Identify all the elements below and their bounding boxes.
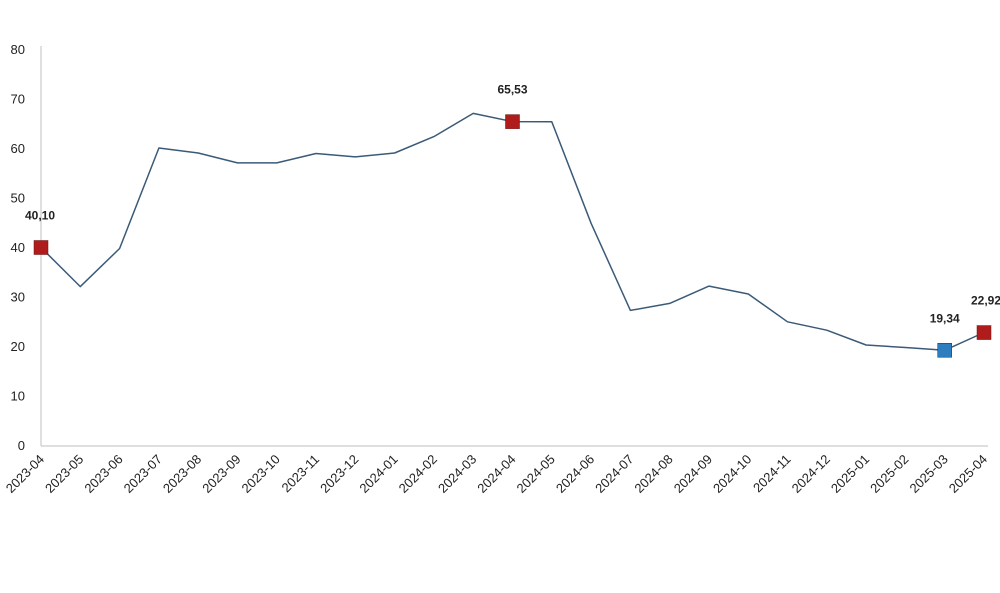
data-label: 19,34 [930,311,960,325]
y-tick-label: 20 [11,339,25,354]
x-tick-label: 2024-07 [592,452,636,496]
series-line [40,112,985,352]
y-axis: 0 10 20 30 40 50 60 70 80 [11,42,42,453]
data-label: 22,92 [971,294,1000,308]
x-tick-label: 2025-04 [946,452,990,496]
x-tick-label: 2023-06 [81,452,125,496]
y-tick-label: 50 [11,191,25,206]
x-tick-label: 2024-10 [710,452,754,496]
y-tick-label: 60 [11,141,25,156]
x-tick-label: 2025-03 [906,452,950,496]
x-tick-label: 2023-05 [42,452,86,496]
y-tick-label: 70 [11,92,25,107]
x-tick-label: 2025-01 [828,452,872,496]
data-marker [505,114,520,129]
x-tick-label: 2024-06 [553,452,597,496]
x-tick-label: 2023-10 [239,452,283,496]
x-tick-label: 2023-11 [278,452,322,496]
x-tick-label: 2024-02 [396,452,440,496]
x-tick-label: 2023-08 [160,452,204,496]
x-tick-label: 2024-09 [671,452,715,496]
x-tick-label: 2023-12 [317,452,361,496]
data-label: 40,10 [25,209,55,223]
y-tick-label: 10 [11,389,25,404]
x-tick-label: 2023-07 [121,452,165,496]
data-marker [976,325,992,340]
x-tick-label: 2024-05 [514,452,558,496]
x-tick-label: 2024-03 [435,452,479,496]
x-tick-label: 2024-01 [356,452,400,496]
x-tick-label: 2024-08 [631,452,675,496]
y-tick-label: 40 [11,240,25,255]
data-label: 65,53 [497,83,527,97]
x-tick-label: 2024-12 [789,452,833,496]
y-tick-label: 0 [18,438,25,453]
data-marker [937,343,952,358]
x-tick-label: 2024-04 [474,452,518,496]
series-line-group [40,112,985,352]
x-tick-label: 2025-02 [867,452,911,496]
y-tick-label: 30 [11,290,25,305]
data-marker [33,240,49,255]
marker-group: 40,10 65,53 19,34 22,92 [25,83,1000,358]
x-tick-label: 2023-04 [3,452,47,496]
x-tick-label: 2023-09 [199,452,243,496]
x-axis: 2023-042023-052023-062023-072023-082023-… [3,445,990,496]
y-tick-label: 80 [11,42,25,57]
x-tick-label: 2024-11 [750,452,794,496]
